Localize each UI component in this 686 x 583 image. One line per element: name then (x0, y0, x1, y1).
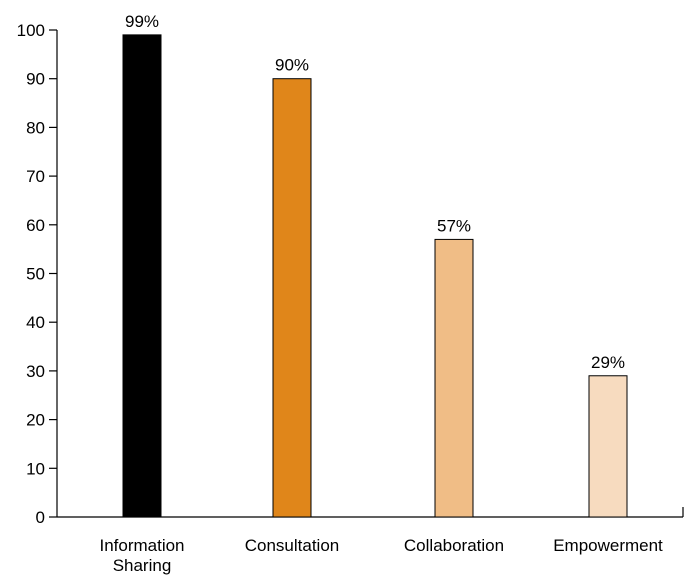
y-tick-label: 30 (26, 362, 45, 381)
data-label: 90% (275, 56, 309, 75)
y-tick-label: 80 (26, 118, 45, 137)
bar (272, 78, 312, 518)
category-label: Collaboration (404, 536, 504, 555)
category-label: Empowerment (553, 536, 663, 555)
y-tick-label: 60 (26, 216, 45, 235)
y-axis-ticks: 0 10 20 30 40 50 60 70 80 90 100 (17, 21, 57, 527)
data-label: 29% (591, 353, 625, 372)
y-tick-label: 0 (36, 508, 45, 527)
y-tick-label: 90 (26, 70, 45, 89)
y-tick-label: 70 (26, 167, 45, 186)
bar (122, 34, 162, 518)
y-tick-label: 10 (26, 459, 45, 478)
bar (588, 375, 628, 518)
y-tick-label: 100 (17, 21, 45, 40)
data-labels: 99% 90% 57% 29% (125, 12, 625, 372)
data-label: 57% (437, 216, 471, 235)
bar (434, 238, 474, 518)
x-axis-categories: Information Sharing Consultation Collaborat… (99, 536, 663, 575)
bars (122, 34, 628, 518)
y-tick-label: 50 (26, 265, 45, 284)
category-label: Information Sharing (99, 536, 184, 575)
data-label: 99% (125, 12, 159, 31)
y-tick-label: 20 (26, 411, 45, 430)
y-tick-label: 40 (26, 313, 45, 332)
category-label: Consultation (245, 536, 340, 555)
